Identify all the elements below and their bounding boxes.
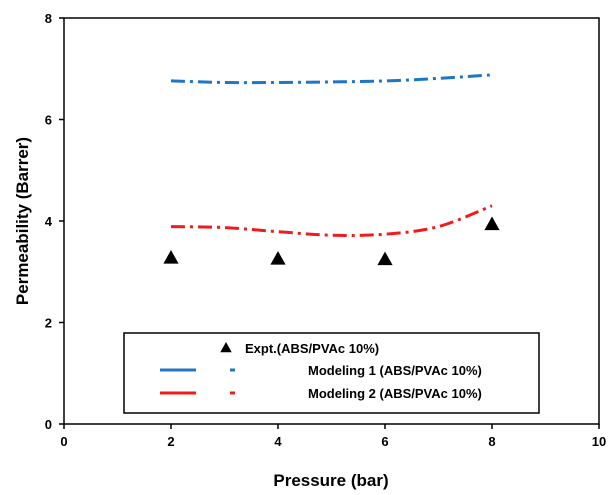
series-line-2	[170, 204, 493, 237]
x-tick-label: 0	[60, 434, 67, 449]
x-tick-label: 10	[592, 434, 606, 449]
data-point-marker	[377, 251, 393, 266]
y-tick-label: 4	[45, 214, 53, 229]
y-tick-label: 6	[45, 113, 52, 128]
x-tick-label: 4	[274, 434, 282, 449]
y-tick-label: 0	[45, 417, 52, 432]
legend-marker	[220, 342, 232, 353]
legend-label: Expt.(ABS/PVAc 10%)	[245, 341, 379, 356]
legend: Expt.(ABS/PVAc 10%) Modeling 1 (ABS/PVAc …	[123, 332, 540, 414]
legend-label: Modeling 2 (ABS/PVAc 10%)	[308, 386, 482, 401]
x-axis-ticks: 0 2 4 6 8 10	[60, 424, 606, 449]
y-axis-ticks: 0 2 4 6 8	[45, 11, 64, 432]
data-point-marker	[484, 216, 500, 231]
data-point-marker	[270, 251, 286, 265]
series-layer	[163, 73, 500, 266]
legend-items: Expt.(ABS/PVAc 10%) Modeling 1 (ABS/PVAc …	[160, 341, 482, 401]
series-line-1	[170, 73, 493, 85]
x-tick-label: 6	[381, 434, 388, 449]
y-tick-label: 8	[45, 11, 52, 26]
y-axis-title: Permeability (Barrer)	[13, 137, 32, 305]
x-axis-title: Pressure (bar)	[273, 471, 388, 490]
x-tick-label: 2	[167, 434, 174, 449]
y-tick-label: 2	[45, 316, 52, 331]
x-tick-label: 8	[488, 434, 495, 449]
legend-label: Modeling 1 (ABS/PVAc 10%)	[308, 363, 482, 378]
legend-box	[123, 332, 540, 414]
data-point-marker	[163, 250, 179, 264]
